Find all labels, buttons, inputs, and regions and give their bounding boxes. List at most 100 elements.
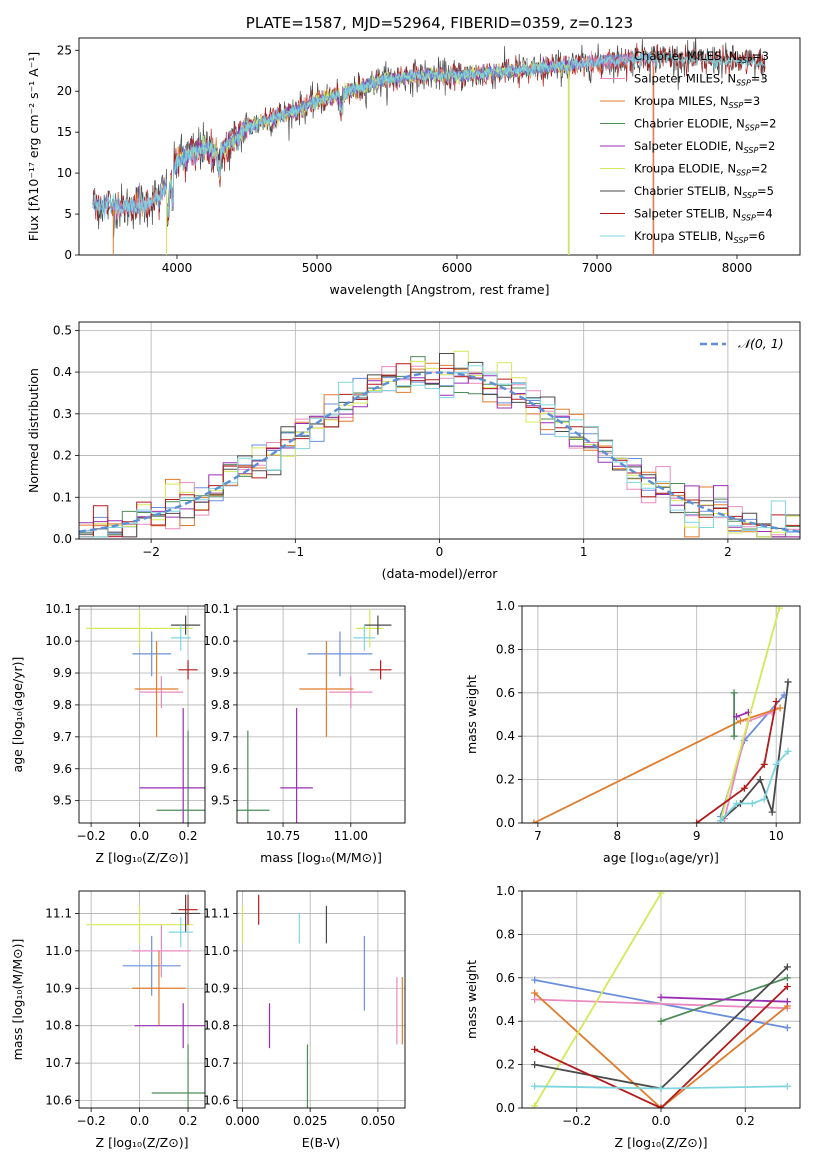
legend-label-chabrier_elodie: Chabrier ELODIE, NSSP=2 [634, 117, 776, 133]
x-tick-label: 4000 [162, 261, 193, 275]
x-tick-label: 0.0 [651, 1114, 670, 1128]
series-marker-kroupa_stelib [784, 747, 792, 755]
legend-label-kroupa_elodie: Kroupa ELODIE, NSSP=2 [634, 162, 768, 178]
x-tick-label: −1 [286, 545, 304, 559]
plot-frame [78, 605, 206, 824]
x-tick-label: 8000 [722, 261, 753, 275]
point-salpeter_stelib [178, 894, 198, 925]
series-line-salpeter_stelib [534, 985, 789, 1108]
point-chabrier_stelib [171, 894, 201, 933]
series-line-kroupa_elodie [719, 607, 781, 822]
y-tick-label: 10.6 [45, 1094, 72, 1108]
x-tick-label: −2 [142, 545, 160, 559]
x-tick-label: −0.2 [562, 1114, 591, 1128]
series-marker-kroupa_stelib [531, 1082, 539, 1090]
series-marker-kroupa_elodie [775, 606, 783, 612]
x-tick-label: −0.2 [77, 829, 106, 843]
y-axis-label: mass weight [464, 960, 479, 1039]
series-line-kroupa_miles [533, 707, 781, 823]
y-tick-label: 0.8 [496, 642, 515, 656]
x-tick-label: 0.000 [225, 1114, 259, 1128]
point-chabrier_miles [132, 631, 172, 677]
plot-frame [236, 890, 406, 1109]
y-tick-label: 9.8 [211, 698, 230, 712]
y-tick-label: 0 [64, 248, 72, 262]
series-marker-kroupa_stelib [732, 799, 740, 807]
series-marker-kroupa_elodie [657, 891, 665, 897]
panel-1: 4000 5000 6000 7000 8000 0 5 10 15 20 25 PLATE=1587… [26, 14, 801, 297]
histogram-kroupa_stelib [79, 365, 800, 538]
legend-label-kroupa_stelib: Kroupa STELIB, NSSP=6 [634, 229, 765, 245]
legend-label-chabrier_miles: Chabrier MILES, NSSP=3 [634, 49, 769, 65]
series-marker-chabrier_elodie [730, 732, 738, 740]
y-tick-label: 0.0 [496, 1101, 515, 1115]
series-layer [530, 606, 792, 823]
series-marker-kroupa_miles [531, 989, 539, 997]
y-tick-label: 11.1 [45, 906, 72, 920]
point-salpeter_stelib [178, 660, 198, 680]
x-axis-label: age [log₁₀(age/yr)] [603, 850, 719, 865]
point-kroupa_stelib [168, 917, 193, 948]
spectra-layer [92, 38, 766, 255]
panel-6: −0.2 0.0 0.2 10.6 10.7 10.8 10.9 11.0 11.1 Z [log… [10, 890, 206, 1150]
y-tick-label: 0.8 [496, 927, 515, 941]
y-tick-label: 0.2 [53, 449, 72, 463]
series-marker-chabrier_stelib [768, 808, 776, 816]
y-tick-label: 10.7 [203, 1056, 230, 1070]
y-tick-label: 10.8 [45, 1019, 72, 1033]
x-tick-label: 10.75 [266, 829, 300, 843]
y-tick-label: 0.2 [496, 773, 515, 787]
x-tick-label: 9 [693, 829, 701, 843]
x-tick-label: 0 [436, 545, 444, 559]
series-marker-salpeter_stelib [772, 697, 780, 705]
grid-lines [237, 891, 405, 1108]
y-tick-label: 10.6 [203, 1094, 230, 1108]
series-line-salpeter_elodie [736, 711, 749, 718]
point-kroupa_elodie [86, 905, 193, 944]
errorbar-layer [86, 894, 205, 1108]
point-chabrier_stelib [171, 615, 201, 635]
y-tick-label: 25 [57, 43, 72, 57]
grid-lines [237, 606, 405, 823]
x-tick-label: 6000 [442, 261, 473, 275]
y-axis-label: mass weight [464, 675, 479, 754]
spectrum-chabrier_elodie [165, 60, 570, 255]
point-kroupa_miles [132, 950, 186, 1026]
series-line-kroupa_elodie [533, 892, 662, 1107]
y-tick-label: 0.0 [53, 532, 72, 546]
series-marker-kroupa_miles [776, 704, 784, 712]
y-tick-label: 11.1 [203, 906, 230, 920]
series-line-salpeter_elodie [660, 996, 788, 1003]
y-tick-label: 10.8 [203, 1019, 230, 1033]
y-tick-label: 15 [57, 125, 72, 139]
y-tick-label: 10.7 [45, 1056, 72, 1070]
plot-frame [78, 321, 801, 540]
x-tick-label: 0.050 [361, 1114, 395, 1128]
x-tick-label: 0.2 [736, 1114, 755, 1128]
series-marker-salpeter_stelib [740, 784, 748, 792]
y-tick-label: 10.1 [45, 602, 72, 616]
point-chabrier_elodie [237, 730, 270, 823]
panel-7: 0.000 0.025 0.050 10.6 10.7 10.8 10.9 11.0 11.1 E… [203, 890, 406, 1150]
x-tick-label: 0.2 [178, 1114, 197, 1128]
point-chabrier_stelib [364, 615, 392, 635]
legend-label-salpeter_elodie: Salpeter ELODIE, NSSP=2 [634, 139, 775, 155]
point-kroupa_stelib [171, 625, 191, 651]
normal-curve [79, 371, 800, 533]
histogram-salpeter_stelib [79, 363, 800, 538]
x-axis-label: (data-model)/error [382, 566, 499, 581]
x-tick-label: 0.2 [178, 829, 197, 843]
series-line-kroupa_miles [533, 992, 788, 1108]
point-salpeter_miles [139, 676, 184, 709]
y-tick-label: 5 [64, 207, 72, 221]
point-kroupa_elodie [356, 609, 384, 648]
plot-frame [78, 890, 206, 1109]
spectrum-kroupa_elodie [165, 57, 570, 255]
grid-lines [79, 606, 205, 823]
x-tick-label: 8 [613, 829, 621, 843]
y-tick-label: 9.9 [211, 666, 230, 680]
histogram-layer [79, 350, 800, 538]
y-tick-label: 10.1 [203, 602, 230, 616]
point-salpeter_elodie [134, 1003, 205, 1049]
